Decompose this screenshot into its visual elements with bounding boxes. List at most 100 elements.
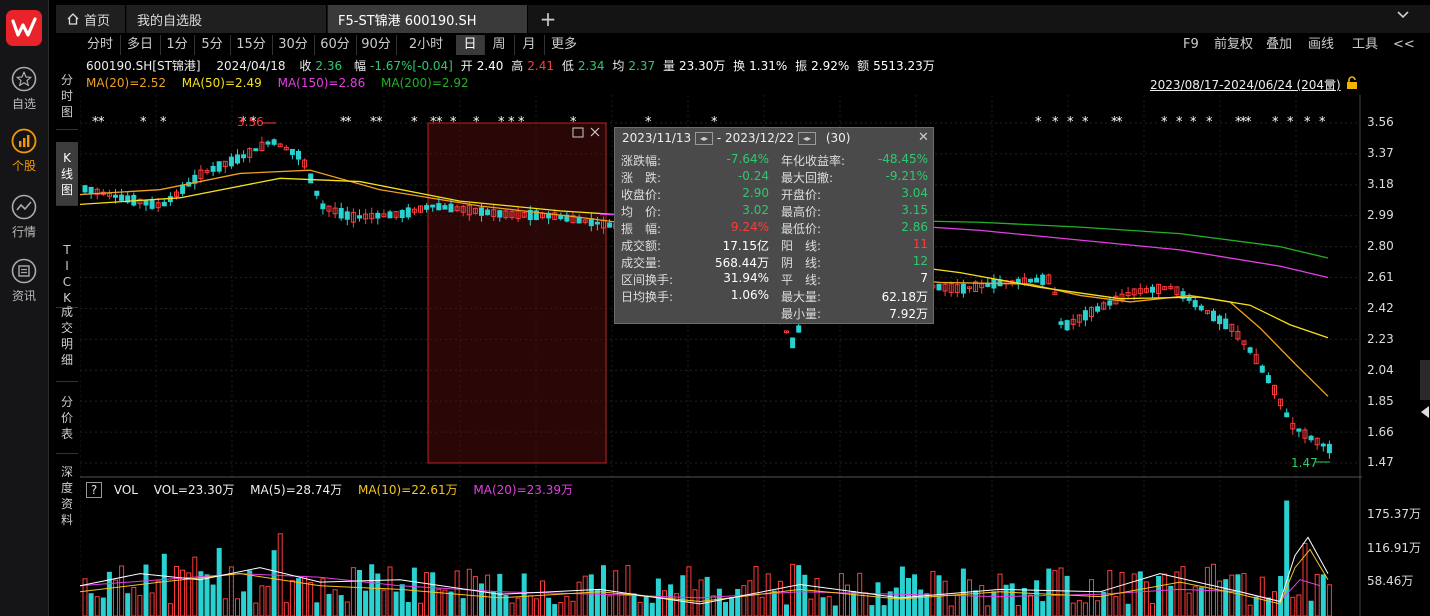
quote-date: 2024/04/18: [216, 59, 286, 73]
volume-bar: [137, 594, 143, 616]
period-button[interactable]: 月: [514, 35, 545, 55]
candle-body: [350, 211, 356, 223]
candle-body: [363, 213, 369, 220]
period-button[interactable]: 15分: [230, 35, 273, 55]
candle-body: [594, 221, 600, 225]
candle-body: [204, 169, 210, 173]
volume-axis-label: 175.37万: [1367, 507, 1421, 521]
collapse-button[interactable]: <<: [1393, 37, 1415, 52]
popup-close-icon[interactable]: ✕: [918, 130, 929, 145]
date-stepper-icon[interactable]: ◂▸: [695, 132, 713, 145]
tools-button[interactable]: 工具: [1352, 37, 1379, 52]
candle-body: [216, 161, 222, 172]
volume-bar: [979, 585, 985, 616]
period-button[interactable]: 60分: [314, 35, 357, 55]
period-toolbar: 分时 多日 1分 5分 15分 30分 60分 90分 2小时 日 周 月 更多…: [80, 35, 1420, 55]
side-tab-price-table[interactable]: 分价表: [56, 390, 78, 454]
sidebar-item-news[interactable]: 资讯: [0, 258, 48, 304]
popup-right-value: 3.15: [901, 203, 928, 217]
side-tab-trades[interactable]: 成交明细: [56, 302, 78, 382]
period-button[interactable]: 周: [484, 35, 515, 55]
period-button-more[interactable]: 更多: [544, 35, 584, 55]
period-button[interactable]: 90分: [356, 35, 397, 55]
volume-bar: [601, 565, 606, 616]
app-logo[interactable]: [6, 10, 42, 46]
adjust-button[interactable]: 前复权: [1214, 37, 1254, 52]
side-tab-kline[interactable]: K线图: [56, 142, 78, 206]
tab-watchlist[interactable]: 我的自选股: [127, 5, 327, 33]
volume-bar: [497, 573, 503, 616]
candle-body: [1235, 330, 1241, 340]
lock-icon[interactable]: [1346, 76, 1358, 93]
range-selection-box[interactable]: [427, 122, 607, 464]
volume-bar: [686, 566, 692, 616]
expand-arrow-icon[interactable]: [1420, 405, 1430, 422]
volume-bar: [289, 579, 295, 616]
candle-body: [491, 209, 497, 217]
volume-bar: [771, 590, 777, 616]
tab-home[interactable]: 首页: [56, 5, 126, 33]
side-tab-tick[interactable]: TICK: [56, 238, 78, 308]
date-stepper-icon[interactable]: ◂▸: [798, 132, 816, 145]
volume-bar: [88, 593, 94, 616]
volume-bar: [747, 580, 753, 616]
period-button[interactable]: 2小时: [396, 35, 457, 55]
period-button[interactable]: 1分: [160, 35, 195, 55]
volume-bar: [1192, 586, 1198, 616]
candle-body: [308, 173, 314, 184]
candle-body: [222, 160, 228, 168]
candle-body: [82, 185, 88, 193]
candle-body: [180, 184, 186, 194]
tab-dropdown-button[interactable]: [1396, 9, 1416, 29]
close-icon[interactable]: [590, 127, 600, 137]
period-button-day[interactable]: 日: [456, 35, 485, 55]
candle-body: [479, 207, 484, 216]
side-tab-profile[interactable]: 深度资料: [56, 462, 78, 542]
volume-bar: [381, 589, 387, 616]
volume-bar: [991, 591, 997, 616]
help-icon[interactable]: ?: [86, 482, 102, 498]
volume-bar: [759, 596, 765, 616]
popup-left-value: 568.44万: [715, 256, 769, 270]
maximize-icon[interactable]: [572, 127, 584, 138]
add-tab-button[interactable]: +: [536, 7, 560, 31]
volume-bar: [466, 568, 472, 616]
candle-body: [442, 205, 448, 210]
high-label: 高: [511, 59, 524, 73]
candle-body: [1180, 291, 1186, 299]
popup-date-sep: -: [716, 131, 722, 145]
volume-bar: [1320, 574, 1326, 616]
popup-right-key: 开盘价:: [781, 188, 822, 202]
sidebar-item-favorites[interactable]: 自选: [0, 66, 48, 112]
volume-bar: [1198, 587, 1204, 616]
f9-button[interactable]: F9: [1183, 37, 1199, 52]
candle-body: [113, 194, 118, 198]
scrollbar-track[interactable]: [1420, 360, 1430, 400]
side-tab-timeshare[interactable]: 分时图: [56, 66, 78, 130]
period-button[interactable]: 5分: [194, 35, 231, 55]
price-axis-label: 2.80: [1367, 239, 1394, 253]
volume-bar: [1058, 567, 1064, 616]
tab-stock[interactable]: F5-ST锦港 600190.SH: [328, 5, 528, 33]
period-button[interactable]: 30分: [272, 35, 315, 55]
side-tab-label: TICK: [62, 243, 72, 305]
candle-body: [454, 206, 460, 212]
sidebar-item-market[interactable]: 行情: [0, 194, 48, 240]
overlay-button[interactable]: 叠加: [1266, 37, 1293, 52]
period-button[interactable]: 分时: [80, 35, 121, 55]
volume-bar: [94, 596, 100, 616]
candle-body: [88, 186, 94, 194]
triangle-down-icon[interactable]: [1323, 79, 1337, 93]
period-button[interactable]: 多日: [120, 35, 161, 55]
sidebar-item-stock[interactable]: 个股: [0, 128, 48, 174]
volume-bar: [741, 585, 747, 616]
volume-bar: [899, 566, 905, 616]
avg-label: 均: [612, 59, 625, 73]
volume-bar: [198, 571, 204, 616]
candle-body: [1296, 428, 1302, 432]
date-range-selector[interactable]: 2023/08/17-2024/06/24 (204日): [1150, 78, 1341, 92]
draw-line-button[interactable]: 画线: [1308, 37, 1335, 52]
volume-bar: [631, 593, 637, 616]
popup-header: 2023/11/13 ◂▸ - 2023/12/22 ◂▸ (30): [622, 131, 850, 145]
candle-body: [1241, 340, 1247, 345]
